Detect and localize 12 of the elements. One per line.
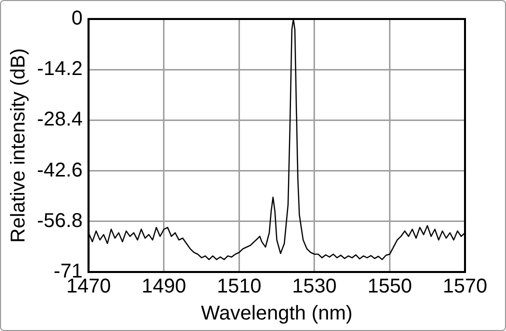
x-tick-label: 1550 <box>367 276 412 298</box>
y-tick-label: -28.4 <box>36 108 83 131</box>
y-tick-label: -42.6 <box>36 159 83 182</box>
y-axis-title: Relative intensity (dB) <box>8 48 30 243</box>
x-axis-title: Wavelength (nm) <box>201 302 353 325</box>
y-tick-label: -56.8 <box>36 210 83 232</box>
y-tick-label: 0 <box>71 8 83 30</box>
x-tick-label: 1570 <box>442 276 488 298</box>
x-tick-label: 1510 <box>216 276 262 298</box>
y-tick-label: -14.2 <box>36 58 83 80</box>
x-tick-label: 1530 <box>292 276 337 298</box>
x-tick-label: 1490 <box>142 276 186 298</box>
